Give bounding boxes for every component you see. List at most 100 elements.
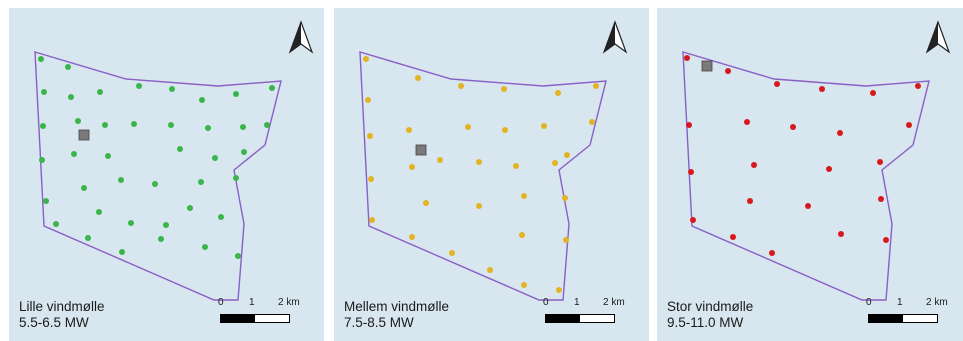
scale-label-2: 2 km: [603, 297, 625, 308]
turbine-marker: [690, 217, 696, 223]
turbine-marker: [555, 90, 561, 96]
turbine-marker: [837, 130, 843, 136]
scale-label-0: 0: [866, 297, 872, 308]
site-boundary: [682, 51, 930, 301]
scale-bar: 0 1 2 km: [218, 297, 306, 331]
turbine-marker: [367, 133, 373, 139]
turbine-marker: [541, 123, 547, 129]
north-arrow-icon: [925, 20, 951, 54]
turbine-marker: [235, 253, 241, 259]
turbine-marker: [368, 176, 374, 182]
turbine-marker: [96, 209, 102, 215]
turbine-marker: [81, 185, 87, 191]
turbine-class-title: Mellem vindmølle: [344, 299, 450, 314]
turbine-marker: [423, 200, 429, 206]
turbine-marker: [177, 146, 183, 152]
turbine-marker: [501, 86, 507, 92]
turbine-marker: [128, 220, 134, 226]
turbine-marker: [241, 149, 247, 155]
scale-bar: 0 1 2 km: [866, 297, 954, 331]
map-panel-lille: Lille vindmølle 5.5-6.5 MW 0 1 2 km: [9, 8, 324, 341]
turbine-marker: [906, 122, 912, 128]
existing-site-marker: [78, 129, 90, 141]
turbine-marker: [562, 195, 568, 201]
turbine-marker: [725, 68, 731, 74]
turbine-marker: [85, 235, 91, 241]
turbine-layer: [684, 55, 921, 256]
turbine-marker: [878, 196, 884, 202]
turbine-capacity: 7.5-8.5 MW: [344, 315, 414, 330]
turbine-marker: [152, 181, 158, 187]
turbine-marker: [202, 244, 208, 250]
turbine-marker: [158, 236, 164, 242]
turbine-marker: [877, 159, 883, 165]
site-boundary: [34, 51, 282, 301]
turbine-marker: [218, 214, 224, 220]
scale-label-2: 2 km: [278, 297, 300, 308]
turbine-marker: [915, 83, 921, 89]
turbine-marker: [187, 205, 193, 211]
turbine-marker: [136, 83, 142, 89]
map-canvas-stor: [682, 20, 951, 301]
turbine-marker: [437, 157, 443, 163]
north-arrow-icon: [602, 20, 628, 54]
map-panel-mellem: Mellem vindmølle 7.5-8.5 MW 0 1 2 km: [334, 8, 649, 341]
turbine-marker: [774, 81, 780, 87]
turbine-marker: [593, 83, 599, 89]
scale-label-0: 0: [218, 297, 224, 308]
turbine-marker: [415, 75, 421, 81]
turbine-marker: [97, 89, 103, 95]
turbine-marker: [212, 155, 218, 161]
turbine-marker: [240, 124, 246, 130]
turbine-marker: [730, 234, 736, 240]
turbine-marker: [233, 175, 239, 181]
turbine-capacity: 5.5-6.5 MW: [19, 315, 89, 330]
map-caption: Mellem vindmølle 7.5-8.5 MW: [344, 299, 449, 331]
turbine-marker: [513, 163, 519, 169]
turbine-marker: [747, 198, 753, 204]
turbine-marker: [684, 55, 690, 61]
turbine-layer: [38, 56, 275, 259]
turbine-marker: [169, 86, 175, 92]
turbine-marker: [68, 94, 74, 100]
turbine-marker: [883, 237, 889, 243]
turbine-marker: [409, 234, 415, 240]
turbine-marker: [40, 123, 46, 129]
turbine-marker: [521, 193, 527, 199]
turbine-marker: [102, 122, 108, 128]
turbine-marker: [409, 164, 415, 170]
turbine-marker: [43, 198, 49, 204]
turbine-marker: [870, 90, 876, 96]
turbine-marker: [71, 151, 77, 157]
turbine-marker: [163, 222, 169, 228]
turbine-marker: [365, 97, 371, 103]
turbine-layer: [363, 56, 599, 293]
turbine-marker: [199, 97, 205, 103]
turbine-marker: [476, 159, 482, 165]
turbine-marker: [458, 83, 464, 89]
map-canvas-lille: [34, 20, 314, 301]
turbine-marker: [41, 89, 47, 95]
scale-label-1: 1: [897, 297, 903, 308]
turbine-marker: [39, 157, 45, 163]
turbine-marker: [838, 231, 844, 237]
turbine-marker: [805, 203, 811, 209]
turbine-marker: [686, 122, 692, 128]
turbine-marker: [487, 267, 493, 273]
turbine-marker: [363, 56, 369, 62]
turbine-marker: [449, 250, 455, 256]
north-arrow-icon: [288, 20, 314, 54]
turbine-marker: [406, 127, 412, 133]
turbine-capacity: 9.5-11.0 MW: [667, 315, 744, 330]
turbine-class-title: Stor vindmølle: [667, 299, 754, 314]
existing-site-marker: [701, 60, 713, 72]
scale-label-0: 0: [543, 297, 549, 308]
turbine-marker: [198, 179, 204, 185]
turbine-marker: [53, 221, 59, 227]
turbine-marker: [826, 166, 832, 172]
turbine-marker: [790, 124, 796, 130]
existing-site-marker: [415, 144, 427, 156]
turbine-marker: [521, 282, 527, 288]
turbine-marker: [119, 249, 125, 255]
turbine-marker: [519, 232, 525, 238]
